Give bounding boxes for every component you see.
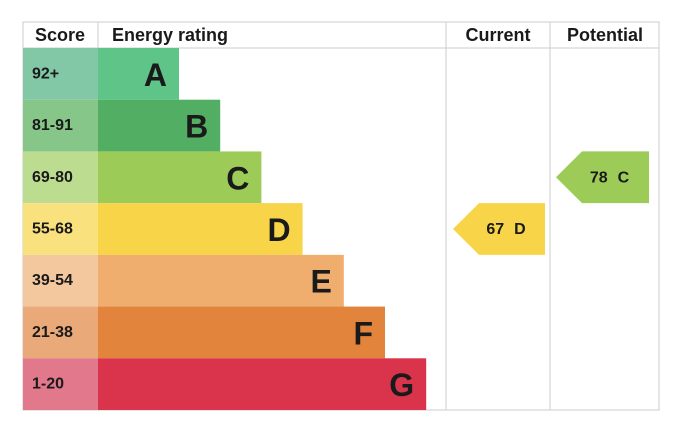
score-range: 21-38	[32, 324, 73, 341]
header-rating: Energy rating	[112, 25, 228, 45]
score-cell	[23, 48, 98, 100]
score-cell	[23, 306, 98, 359]
score-range: 92+	[32, 65, 59, 82]
current-arrow	[453, 203, 545, 255]
rating-bar	[98, 306, 385, 359]
header-current: Current	[465, 25, 530, 45]
current-label: 67 D	[486, 221, 525, 238]
potential-label: 78 C	[590, 169, 630, 186]
header-score: Score	[35, 25, 85, 45]
rating-letter: E	[310, 264, 331, 300]
rating-bar	[98, 203, 303, 255]
rating-letter: D	[267, 212, 290, 248]
rating-letter: F	[353, 315, 373, 351]
current-letter: D	[514, 221, 526, 238]
score-range: 81-91	[32, 117, 73, 134]
rating-bar	[98, 99, 221, 152]
potential-value: 78	[590, 169, 608, 186]
rating-letter: C	[226, 160, 249, 196]
score-cell	[23, 99, 98, 152]
rating-letter: B	[185, 109, 208, 145]
rating-letter: G	[389, 367, 414, 403]
score-cell	[23, 254, 98, 307]
score-range: 1-20	[32, 376, 64, 393]
rating-letter: A	[144, 57, 167, 93]
score-range: 39-54	[32, 272, 73, 289]
rating-bar	[98, 254, 344, 307]
rating-bar	[98, 151, 262, 204]
rating-bar	[98, 48, 179, 100]
score-range: 69-80	[32, 169, 73, 186]
score-range: 55-68	[32, 221, 73, 238]
score-cell	[23, 358, 98, 410]
current-value: 67	[486, 221, 504, 238]
header-potential: Potential	[567, 25, 643, 45]
potential-arrow	[556, 151, 649, 204]
potential-letter: C	[618, 169, 630, 186]
score-cell	[23, 151, 98, 204]
rating-bar	[98, 358, 427, 410]
score-cell	[23, 203, 98, 255]
